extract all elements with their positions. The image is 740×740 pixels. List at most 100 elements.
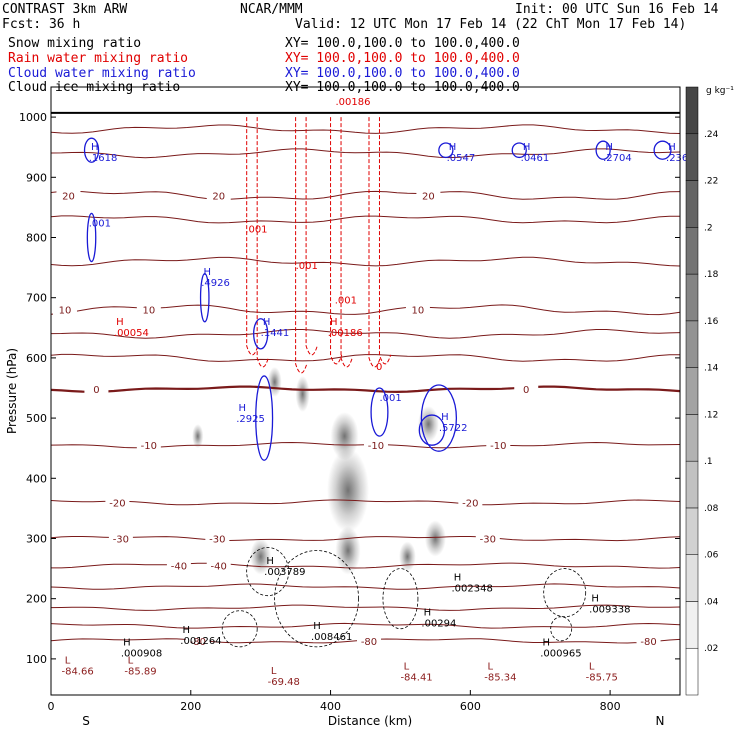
temperature-contour-line [50, 622, 681, 629]
temperature-contour-line [50, 190, 681, 201]
contour-label-bg [636, 634, 661, 647]
valid-time: Valid: 12 UTC Mon 17 Feb 14 (22 ChT Mon … [295, 17, 687, 32]
high-marker: H [330, 317, 338, 328]
high-marker: H [605, 142, 613, 153]
cloud-water-contour [418, 414, 446, 446]
contour-label-bg [356, 634, 381, 647]
colorbar-tick-label: .14 [704, 364, 719, 374]
colorbar-swatch [685, 367, 699, 415]
low-marker: L [589, 662, 595, 673]
moisture-contours [83, 117, 672, 648]
shade-blob [330, 412, 359, 461]
forecast-hour: Fcst: 36 h [2, 17, 81, 32]
temperature-contour-label: -40 [171, 562, 187, 573]
x-tick-label: 0 [48, 700, 55, 713]
x-tick-label: 800 [600, 700, 621, 713]
cloud-water-contour [420, 384, 458, 452]
temperature-contour-line [50, 604, 681, 611]
source-label: NCAR/MMM [240, 2, 303, 17]
cloud-ice-contour [221, 610, 258, 648]
extreme-value: -84.66 [61, 667, 93, 678]
temperature-contour-line [50, 215, 680, 224]
cloud-water-contour [370, 387, 389, 437]
high-marker: H [424, 608, 432, 619]
temperature-contour-label: -80 [640, 637, 656, 648]
extreme-value: .001264 [180, 636, 221, 647]
colorbar: .24 .22 .2 .18 .16 .14 .12 .1 .08 .06 .04 .02 [685, 86, 719, 696]
contour-label-bg [166, 559, 191, 572]
extreme-value: -84.41 [400, 673, 432, 684]
cloud-ice-contour [550, 616, 573, 642]
cloud-water-contour [253, 318, 269, 350]
cloud-water-contour [83, 137, 100, 163]
extreme-value: -85.89 [124, 667, 156, 678]
high-marker: H [591, 594, 599, 605]
y-tick-label: 100 [26, 653, 47, 666]
extreme-value: .000965 [540, 649, 581, 660]
rain-contour [330, 117, 343, 365]
cloud-water-contour [199, 272, 210, 323]
temperature-contour-label: -30 [113, 534, 129, 545]
high-marker: H [313, 621, 321, 632]
low-marker: L [65, 656, 71, 667]
colorbar-tick-label: .22 [704, 177, 718, 187]
y-tick-label: 400 [26, 472, 47, 485]
extreme-value: .5722 [439, 423, 468, 434]
temperature-contour-line [50, 329, 681, 339]
temperature-contour-line [50, 353, 680, 362]
high-marker: H [203, 267, 211, 278]
high-marker: H [116, 317, 124, 328]
x-end-left: S [82, 714, 90, 728]
high-marker: H [263, 317, 271, 328]
extreme-value: .1441 [261, 328, 290, 339]
x-axis-title: Distance (km) [328, 714, 412, 728]
colorbar-swatch [685, 86, 699, 135]
temperature-contour-line [50, 148, 681, 159]
temperature-contour-label: -30 [480, 534, 496, 545]
colorbar-swatch [685, 507, 699, 555]
high-marker: H [266, 556, 274, 567]
y-axis-title: Pressure (hPa) [5, 348, 19, 434]
field-xy-snow: XY= 100.0,100.0 to 100.0,400.0 [285, 36, 520, 51]
temperature-contour-line [50, 124, 681, 134]
cloud-water-contour [255, 375, 274, 461]
high-marker: H [183, 625, 191, 636]
shade-blob [327, 448, 370, 533]
low-marker: L [404, 662, 410, 673]
init-time: Init: 00 UTC Sun 16 Feb 14 [515, 2, 719, 17]
temperature-contour-line [51, 562, 681, 569]
x-tick-label: 600 [460, 700, 481, 713]
contour-label-bg [486, 439, 511, 452]
x-end-right: N [656, 714, 665, 728]
colorbar-swatch [685, 601, 699, 649]
colorbar-swatch [685, 320, 699, 368]
extreme-value: .000908 [121, 649, 162, 660]
temperature-contour-label: -80 [361, 637, 377, 648]
high-marker: H [668, 142, 676, 153]
contour-label-bg [475, 532, 500, 545]
colorbar-tick-label: .18 [704, 270, 719, 280]
extreme-value: .002348 [451, 584, 492, 595]
shade-blob [267, 366, 282, 398]
temperature-contour-label: 10 [59, 306, 72, 317]
temperature-contour-label: -20 [462, 498, 478, 509]
contour-label-bg [52, 303, 77, 316]
y-tick-label: 600 [26, 352, 47, 365]
temperature-contour-line [50, 536, 681, 542]
extreme-value: .1618 [89, 153, 118, 164]
cloud-ice-contour [246, 547, 290, 597]
field-name-rain: Rain water mixing ratio [8, 51, 189, 66]
temperature-contour-label: 10 [142, 306, 155, 317]
extreme-value: .2704 [603, 153, 632, 164]
contour-label-bg [363, 439, 388, 452]
y-tick-label: 200 [26, 593, 47, 606]
high-marker: H [91, 142, 99, 153]
shade-blob [250, 538, 272, 575]
rain-contour [246, 117, 259, 356]
temperature-contours [50, 111, 681, 644]
rain-contour [378, 117, 392, 365]
colorbar-swatch [685, 460, 699, 509]
high-marker: H [542, 638, 550, 649]
temperature-contour-line [50, 499, 681, 506]
